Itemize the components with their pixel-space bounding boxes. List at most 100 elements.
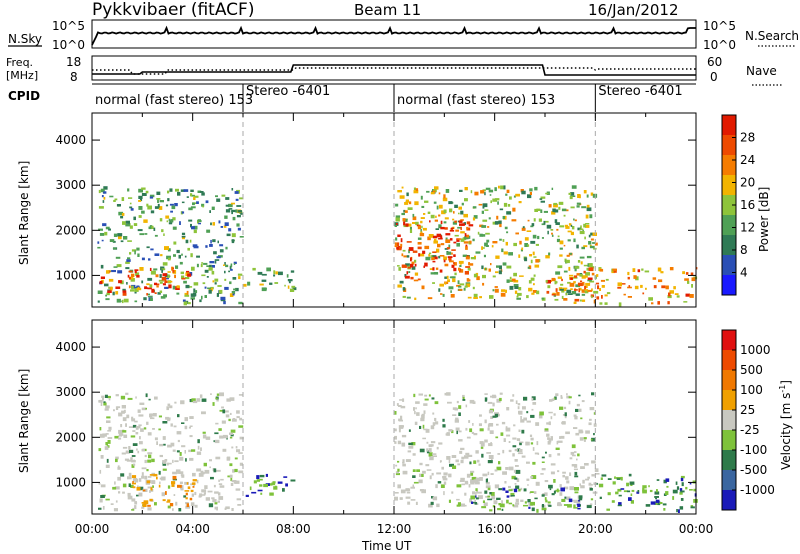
range-cell [551, 211, 556, 215]
range-cell [443, 472, 448, 476]
range-cell [105, 433, 109, 435]
range-cell [464, 271, 469, 275]
range-cell [533, 256, 537, 258]
range-cell [524, 243, 528, 247]
range-cell [565, 431, 570, 435]
range-cell [202, 434, 207, 439]
range-cell [411, 442, 416, 446]
range-cell [490, 473, 494, 475]
range-cell [588, 241, 592, 245]
range-cell [533, 491, 537, 494]
range-cell [412, 475, 416, 478]
range-cell [534, 497, 538, 500]
range-cell [97, 300, 100, 303]
range-cell [618, 494, 622, 497]
range-cell [479, 233, 483, 237]
range-cell [680, 475, 685, 479]
range-cell [164, 277, 169, 280]
range-cell [141, 467, 147, 470]
range-cell [459, 269, 464, 273]
range-cell [599, 288, 601, 291]
range-cell [103, 402, 107, 406]
range-cell [653, 285, 657, 289]
range-cell [484, 490, 488, 494]
range-cell [203, 462, 207, 467]
range-cell [208, 288, 213, 292]
range-cell [541, 468, 546, 471]
range-cell [535, 422, 540, 426]
range-cell [527, 244, 530, 247]
range-cell [97, 241, 100, 244]
range-cell [540, 209, 543, 213]
range-cell [234, 457, 238, 460]
range-cell [501, 421, 506, 425]
range-cell [497, 508, 501, 511]
range-cell [192, 472, 196, 477]
range-cell [535, 481, 540, 486]
range-cell [139, 402, 145, 405]
range-cell [198, 222, 201, 225]
range-cell [470, 480, 475, 485]
range-cell [599, 268, 604, 272]
range-cell [476, 276, 480, 281]
range-cell [237, 504, 242, 506]
range-cell [216, 256, 221, 259]
range-cell [563, 486, 569, 490]
range-cell [498, 270, 502, 275]
range-cell [446, 251, 452, 255]
range-cell [234, 191, 239, 194]
range-cell [488, 268, 491, 272]
range-cell [120, 280, 124, 285]
range-cell [484, 209, 489, 211]
range-cell [419, 233, 425, 237]
power-colorbar-label: Power [dB] [757, 187, 771, 252]
range-cell [448, 286, 454, 290]
range-cell [215, 422, 219, 425]
range-cell [452, 218, 455, 221]
range-cell [261, 279, 267, 282]
range-cell [590, 438, 593, 441]
range-cell [135, 426, 139, 430]
range-cell [278, 271, 283, 276]
range-cell [512, 207, 516, 212]
range-cell [405, 223, 409, 227]
range-cell [200, 263, 203, 268]
range-cell [532, 251, 535, 256]
range-cell [583, 264, 589, 267]
range-cell [460, 503, 465, 507]
range-cell [456, 242, 460, 247]
range-cell [239, 436, 244, 440]
range-cell [478, 495, 483, 499]
range-cell [213, 251, 217, 255]
range-cell [477, 231, 480, 235]
range-cell [587, 277, 593, 280]
range-cell [508, 441, 511, 443]
range-cell [545, 499, 548, 503]
range-cell [491, 495, 496, 500]
range-cell [585, 291, 589, 294]
range-cell [394, 411, 397, 415]
range-cell [623, 293, 626, 296]
range-cell [181, 445, 186, 448]
range-cell [580, 417, 583, 420]
range-cell [259, 484, 263, 487]
range-cell [566, 254, 570, 257]
range-cell [428, 252, 432, 255]
range-cell [607, 492, 611, 496]
y-tick-label: 2000 [55, 430, 86, 444]
range-cell [107, 440, 111, 444]
range-cell [627, 276, 630, 280]
colorbar-tick-label: -25 [740, 423, 760, 437]
range-cell [456, 284, 461, 287]
range-cell [679, 491, 683, 495]
range-cell [396, 403, 399, 406]
range-cell [578, 287, 582, 291]
range-cell [209, 261, 215, 264]
range-cell [541, 297, 544, 300]
range-cell [196, 468, 202, 472]
range-cell [226, 456, 231, 461]
range-cell [486, 245, 489, 247]
range-cell [563, 504, 568, 506]
range-cell [136, 247, 140, 251]
range-cell [201, 192, 205, 196]
